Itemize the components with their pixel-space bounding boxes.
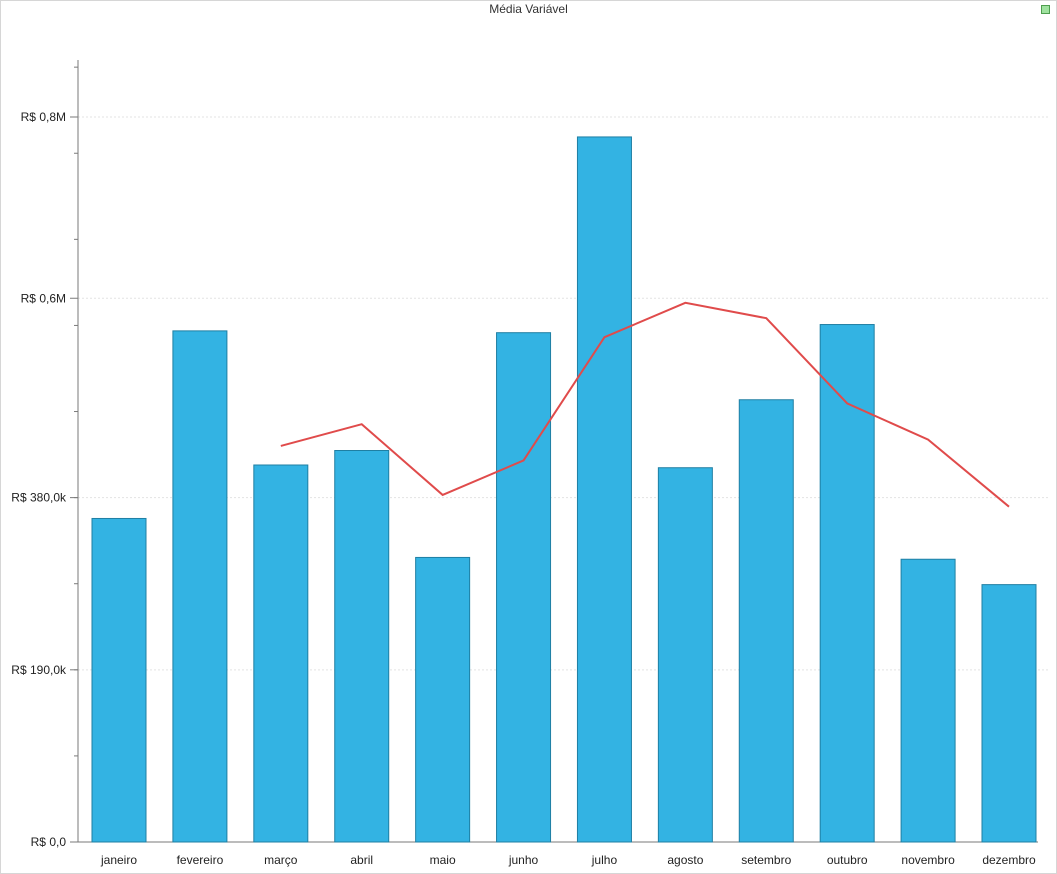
- x-axis-labels: janeiro fevereiro março abril maio junho julho…: [100, 853, 1036, 867]
- grid-lines: [78, 116, 1050, 671]
- y-tick-label: R$ 0,8M: [21, 110, 66, 124]
- y-tick-label: R$ 0,0: [31, 835, 67, 849]
- bar-dezembro[interactable]: [981, 584, 1037, 843]
- bar-series: [91, 136, 1037, 843]
- x-tick-label: outubro: [827, 853, 868, 867]
- x-tick-label: novembro: [901, 853, 955, 867]
- y-tick-label: R$ 0,6M: [21, 291, 66, 305]
- x-tick-label: março: [264, 853, 298, 867]
- y-axis-labels: R$ 0,0 R$ 190,0k R$ 380,0k R$ 0,6M R$ 0,8M: [11, 110, 67, 849]
- bar-junho[interactable]: [496, 332, 552, 843]
- corner-toggle-button[interactable]: [1041, 5, 1050, 14]
- x-tick-label: abril: [350, 853, 373, 867]
- bar-julho[interactable]: [576, 136, 632, 843]
- line-series-path[interactable]: [280, 301, 1010, 508]
- bar-março[interactable]: [253, 464, 309, 843]
- bar-abril[interactable]: [334, 450, 390, 843]
- y-tick-label: R$ 380,0k: [11, 491, 67, 505]
- x-tick-label: fevereiro: [177, 853, 224, 867]
- x-tick-label: dezembro: [982, 853, 1036, 867]
- bar-agosto[interactable]: [657, 467, 713, 843]
- y-tick-label: R$ 190,0k: [11, 663, 67, 677]
- chart-title: Média Variável: [489, 2, 568, 16]
- y-axis: [70, 60, 1038, 843]
- line-series: [280, 301, 1010, 508]
- x-tick-label: julho: [591, 853, 618, 867]
- bar-setembro[interactable]: [738, 399, 794, 843]
- x-tick-label: janeiro: [100, 853, 137, 867]
- x-tick-label: agosto: [667, 853, 703, 867]
- bar-fevereiro[interactable]: [172, 330, 228, 843]
- x-tick-label: setembro: [741, 853, 791, 867]
- bar-maio[interactable]: [415, 556, 471, 843]
- bar-novembro[interactable]: [900, 558, 956, 843]
- x-tick-label: maio: [430, 853, 456, 867]
- x-tick-label: junho: [508, 853, 539, 867]
- bar-janeiro[interactable]: [91, 517, 147, 843]
